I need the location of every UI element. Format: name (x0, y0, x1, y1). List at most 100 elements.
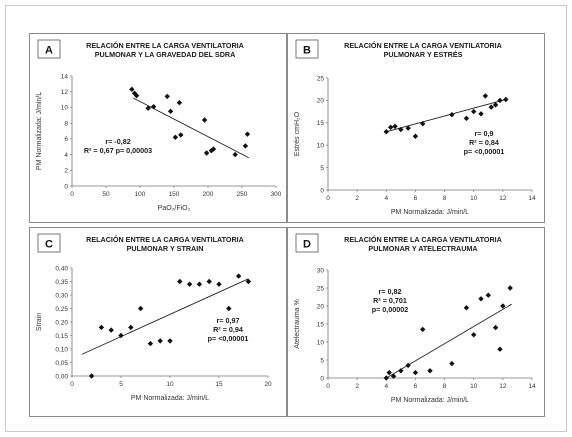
chart-svg: A RELACIÓN ENTRE LA CARGA VENTILATORIAPUL… (36, 39, 282, 212)
data-point (405, 362, 411, 369)
data-point (145, 105, 151, 111)
y-tick-label: 10 (317, 143, 325, 150)
stats-annotation: r= -0,82 (105, 137, 130, 146)
data-point (167, 338, 173, 344)
data-point (178, 132, 184, 138)
data-point (507, 285, 513, 291)
data-point (128, 324, 134, 331)
data-point (449, 112, 455, 118)
stats-annotation: R² = 0,701 (373, 296, 407, 305)
trendline (81, 278, 249, 355)
stats-annotation: R² = 0,67 p= 0,00003 (84, 146, 152, 155)
data-point (216, 281, 222, 287)
data-point (463, 305, 470, 311)
data-point (398, 368, 404, 374)
x-tick-label: 4 (384, 383, 388, 390)
y-tick-label: 0,00 (55, 373, 68, 380)
y-tick-label: 0 (320, 375, 324, 382)
panel-letter-box (295, 233, 319, 253)
data-point (235, 273, 242, 279)
x-tick-label: 250 (237, 191, 248, 198)
x-axis-label: PM Normalizada: J/min/L (391, 397, 469, 404)
y-tick-label: 5 (320, 357, 324, 364)
data-point (245, 278, 252, 285)
data-point (88, 373, 95, 379)
data-point (203, 150, 210, 156)
data-point (386, 369, 392, 376)
data-point (405, 125, 411, 131)
data-point (196, 281, 203, 287)
x-tick-label: 20 (264, 381, 272, 388)
data-point (420, 326, 426, 333)
panel-letter-box (37, 39, 61, 59)
x-tick-label: 14 (528, 383, 536, 390)
data-point (157, 338, 163, 344)
panel-d: D RELACIÓN ENTRE LA CARGA VENTILATORIA PUL… (287, 227, 545, 417)
x-tick-label: 200 (203, 191, 214, 198)
data-point (383, 129, 389, 135)
x-axis-label: PM Normalizada: J/min/L (131, 395, 209, 402)
x-axis-label: PaO₂/FiO₂ (158, 205, 191, 212)
chart-title-line: PULMONAR Y STRAIN (127, 244, 204, 253)
x-tick-label: 12 (499, 383, 507, 390)
chart-svg: C RELACIÓN ENTRE LA CARGA VENTILATORIAPUL… (36, 233, 272, 402)
x-tick-label: 0 (326, 383, 330, 390)
y-tick-label: 0,15 (55, 333, 68, 340)
data-point (210, 146, 217, 152)
y-tick-label: 0,25 (55, 306, 68, 313)
y-tick-label: 20 (317, 303, 325, 310)
data-point (118, 332, 124, 339)
chart-svg: D RELACIÓN ENTRE LA CARGA VENTILATORIAPUL… (294, 233, 536, 404)
chart-title-line: PULMONAR Y ESTRÉS (384, 50, 463, 59)
data-point (482, 93, 489, 99)
trendline (386, 98, 508, 133)
panel-b: B RELACIÓN ENTRE LA CARGA VENTILATORIA PUL… (287, 33, 545, 223)
y-tick-label: 25 (317, 75, 325, 82)
x-tick-label: 300 (271, 191, 282, 198)
chart-title-line: RELACIÓN ENTRE LA CARGA VENTILATORIA (344, 41, 502, 50)
y-tick-label: 10 (317, 339, 325, 346)
data-point (497, 346, 503, 352)
data-point (478, 111, 484, 117)
panel-letter-box (37, 233, 61, 253)
data-point (503, 96, 509, 103)
data-point (412, 369, 419, 376)
x-tick-label: 0 (326, 195, 330, 202)
stats-annotation: r= 0,97 (217, 316, 240, 325)
x-tick-label: 12 (499, 195, 507, 202)
x-tick-label: 100 (135, 191, 146, 198)
data-point (471, 108, 477, 115)
data-point (383, 375, 389, 381)
data-point (497, 97, 503, 104)
stats-annotation: r= 0,9 (475, 129, 494, 138)
x-tick-label: 50 (102, 191, 110, 198)
data-point (129, 86, 135, 93)
y-tick-label: 0,30 (55, 292, 68, 299)
data-point (164, 93, 170, 100)
data-point (131, 90, 138, 96)
y-tick-label: 15 (317, 120, 325, 127)
x-tick-label: 6 (414, 383, 418, 390)
y-tick-label: 0,40 (55, 265, 68, 272)
panel-letter: D (303, 239, 311, 251)
data-point (201, 117, 208, 123)
data-point (167, 108, 174, 115)
data-point (427, 368, 433, 374)
y-tick-label: 12 (61, 89, 69, 96)
y-tick-label: 5 (320, 165, 324, 172)
y-tick-label: 0 (64, 183, 68, 190)
chart-title-line: PULMONAR Y ATELECTRAUMA (368, 244, 477, 253)
data-point (177, 278, 183, 285)
data-point (420, 120, 426, 127)
data-point (150, 103, 157, 110)
x-tick-label: 8 (443, 383, 447, 390)
x-tick-label: 2 (355, 383, 359, 390)
x-tick-label: 14 (528, 195, 536, 202)
y-tick-label: 10 (61, 105, 69, 112)
data-point (390, 373, 397, 379)
x-tick-label: 4 (384, 195, 388, 202)
panel-letter: C (45, 239, 53, 251)
y-tick-label: 25 (317, 285, 325, 292)
data-point (226, 305, 232, 312)
y-tick-label: 6 (64, 136, 68, 143)
